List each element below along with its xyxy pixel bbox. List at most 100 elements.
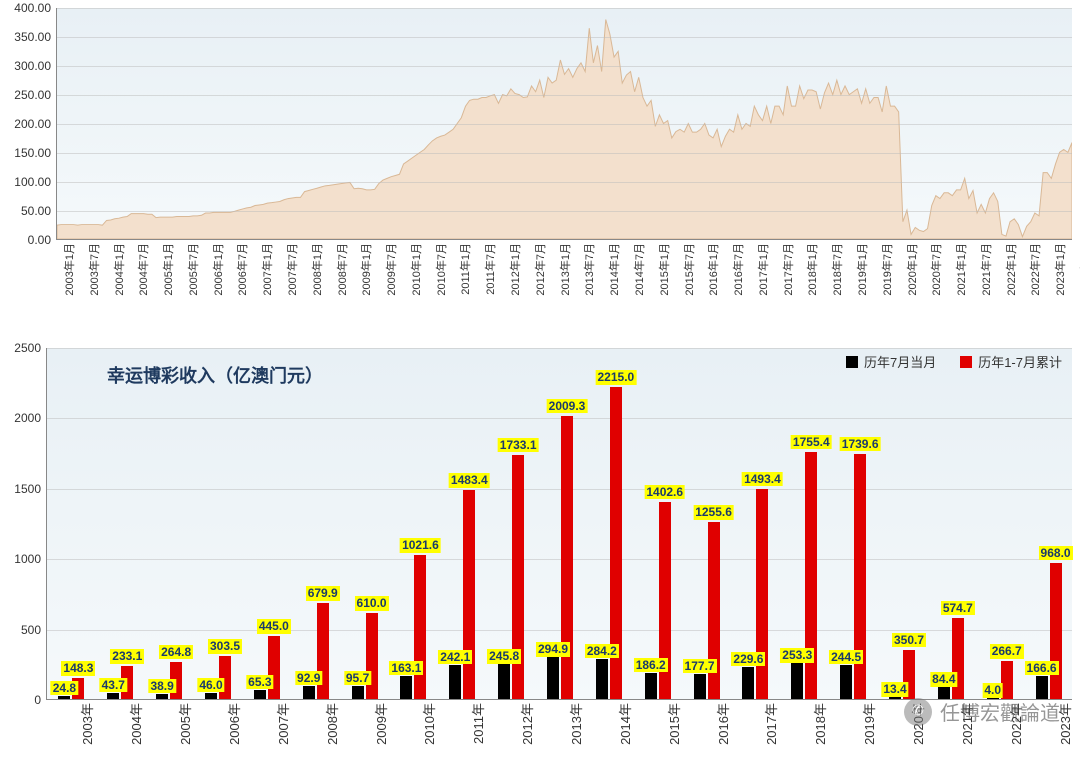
x-tick-label: 2012年7月 [532,243,548,296]
bar-july [1036,676,1048,699]
y-tick-label: 100.00 [14,175,57,189]
x-tick-label: 2010年7月 [433,243,449,296]
data-label-cumulative: 1493.4 [742,472,783,486]
y-tick-label: 1000 [14,552,47,566]
data-label-july: 43.7 [100,678,127,692]
legend-label-july: 历年7月当月 [864,352,936,371]
y-tick-label: 2500 [14,341,47,355]
x-tick-label: 2010年 [419,703,438,745]
x-tick-label: 2010年1月 [408,243,424,296]
grid-line [47,348,1072,349]
y-tick-label: 0 [34,693,47,707]
y-tick-label: 250.00 [14,88,57,102]
data-label-july: 38.9 [148,679,175,693]
data-label-cumulative: 679.9 [306,586,340,600]
grid-line [57,8,1072,9]
data-label-cumulative: 148.3 [61,661,95,675]
x-tick-label: 2017年7月 [780,243,796,296]
bar-july [742,667,754,699]
y-tick-label: 150.00 [14,146,57,160]
grid-line [57,95,1072,96]
data-label-cumulative: 1755.4 [791,435,832,449]
x-tick-label: 2003年 [77,703,96,745]
bar-july [352,686,364,699]
bar-cumulative [366,613,378,699]
x-tick-label: 2018年1月 [804,243,820,296]
bar-july [498,664,510,699]
data-label-cumulative: 350.7 [892,633,926,647]
x-tick-label: 2014年7月 [631,243,647,296]
x-tick-label: 2004年1月 [111,243,127,296]
data-label-july: 84.4 [930,672,957,686]
x-tick-label: 2015年1月 [656,243,672,296]
bar-cumulative [414,555,426,699]
x-tick-label: 2007年 [273,703,292,745]
x-tick-label: 2012年 [517,703,536,745]
grid-line [57,182,1072,183]
data-label-july: 229.6 [731,652,765,666]
x-tick-label: 2005年7月 [185,243,201,296]
data-label-july: 163.1 [389,661,423,675]
data-label-july: 253.3 [780,648,814,662]
data-label-cumulative: 264.8 [159,645,193,659]
data-label-july: 186.2 [634,658,668,672]
x-tick-label: 2019年7月 [879,243,895,296]
x-tick-label: 2014年 [615,703,634,745]
x-tick-label: 2023年1月 [1052,243,1068,296]
bar-cumulative [1050,563,1062,699]
data-label-cumulative: 1021.6 [400,538,441,552]
bar-group [351,613,379,699]
data-label-july: 95.7 [344,671,371,685]
x-tick-label: 2016年1月 [705,243,721,296]
data-label-cumulative: 445.0 [257,619,291,633]
bar-july [889,697,901,699]
grid-line [57,153,1072,154]
x-tick-label: 2017年1月 [755,243,771,296]
x-tick-label: 2020年7月 [928,243,944,296]
data-label-july: 177.7 [683,659,717,673]
x-tick-label: 2007年7月 [284,243,300,296]
x-tick-label: 2005年1月 [160,243,176,296]
x-tick-label: 2015年 [664,703,683,745]
data-label-cumulative: 266.7 [990,644,1024,658]
x-tick-label: 2020年1月 [904,243,920,296]
x-tick-label: 2009年7月 [383,243,399,296]
x-tick-label: 2016年 [713,703,732,745]
x-tick-label: 2018年 [810,703,829,745]
x-tick-label: 2017年 [761,703,780,745]
x-tick-label: 2011年 [468,703,487,744]
bar-group [253,636,281,699]
bar-group [741,489,769,699]
grid-line [57,211,1072,212]
bar-july [596,659,608,699]
bar-group [399,555,427,699]
y-tick-label: 300.00 [14,59,57,73]
x-tick-label: 2011年1月 [457,243,473,295]
data-label-cumulative: 2009.3 [547,399,588,413]
legend-item-cumulative: 历年1-7月累计 [960,352,1062,371]
data-label-cumulative: 1739.6 [840,437,881,451]
x-tick-label: 2006年 [224,703,243,745]
x-tick-label: 2021年1月 [953,243,969,296]
x-tick-label: 2004年 [126,703,145,745]
bar-july [107,693,119,699]
x-tick-label: 2019年 [859,703,878,745]
y-tick-label: 50.00 [21,204,57,218]
data-label-cumulative: 303.5 [208,639,242,653]
x-tick-label: 2012年1月 [507,243,523,296]
data-label-july: 4.0 [982,683,1003,697]
data-label-july: 242.1 [438,650,472,664]
x-tick-label: 2005年 [175,703,194,745]
x-tick-label: 2014年1月 [606,243,622,296]
legend-swatch-red [960,356,972,368]
x-tick-label: 2009年 [371,703,390,745]
bar-july [303,686,315,699]
x-tick-label: 2004年7月 [135,243,151,296]
data-label-cumulative: 1483.4 [449,473,490,487]
x-tick-label: 2022年1月 [1003,243,1019,296]
data-label-july: 245.8 [487,649,521,663]
bar-cumulative [268,636,280,699]
bar-july [400,676,412,699]
x-tick-label: 2008年7月 [334,243,350,296]
data-label-cumulative: 233.1 [110,649,144,663]
